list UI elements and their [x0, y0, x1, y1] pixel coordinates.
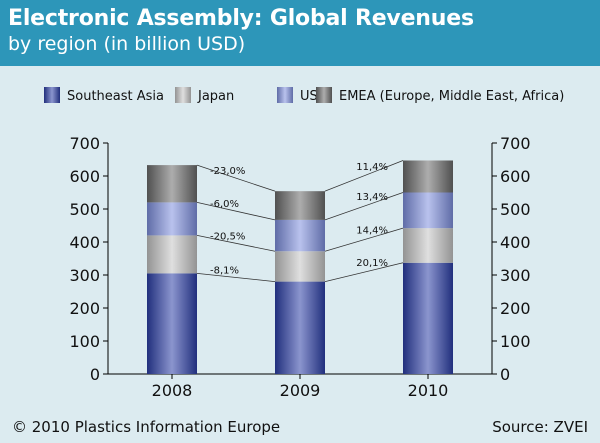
- bar-segment: [147, 273, 197, 374]
- change-label-2009-2010: 20,1%: [356, 258, 388, 269]
- bar-segment: [275, 191, 325, 220]
- legend-swatch: [44, 87, 60, 103]
- legend-swatch: [175, 87, 191, 103]
- change-connector: [196, 202, 276, 221]
- y-tick-label-right: 300: [500, 266, 531, 285]
- y-tick-label-left: 400: [69, 233, 100, 252]
- legend-label: EMEA (Europe, Middle East, Africa): [339, 89, 564, 104]
- bar-segment: [403, 262, 453, 374]
- chart-subtitle: by region (in billion USD): [8, 33, 246, 55]
- change-label-2009-2010: 14,4%: [356, 226, 388, 237]
- legend-label: Japan: [197, 89, 234, 104]
- bar-segment: [403, 228, 453, 263]
- change-label-2008-2009: -6,0%: [210, 199, 239, 210]
- y-tick-label-right: 500: [500, 200, 531, 219]
- change-connector: [324, 160, 404, 192]
- change-label-2008-2009: -23,0%: [210, 166, 245, 177]
- change-label-2008-2009: -8,1%: [210, 265, 239, 276]
- y-tick-label-right: 100: [500, 332, 531, 351]
- change-connector: [196, 164, 276, 192]
- x-tick-label: 2008: [152, 381, 193, 400]
- source-text: Source: ZVEI: [492, 418, 588, 436]
- y-tick-label-right: 700: [500, 134, 531, 153]
- bar-segment: [147, 202, 197, 236]
- bar-segment: [147, 165, 197, 203]
- change-label-2009-2010: 13,4%: [356, 192, 388, 203]
- y-tick-label-left: 300: [69, 266, 100, 285]
- copyright-text: © 2010 Plastics Information Europe: [12, 418, 281, 436]
- legend-swatch: [277, 87, 293, 103]
- y-tick-label-right: 400: [500, 233, 531, 252]
- bar-segment: [275, 219, 325, 252]
- change-label-2009-2010: 11,4%: [356, 162, 388, 173]
- y-tick-label-left: 600: [69, 167, 100, 186]
- y-tick-label-right: 0: [500, 365, 510, 384]
- change-label-2008-2009: -20,5%: [210, 231, 245, 242]
- chart-header: Electronic Assembly: Global Revenues by …: [0, 0, 600, 66]
- y-tick-label-left: 700: [69, 134, 100, 153]
- y-tick-label-right: 600: [500, 167, 531, 186]
- bar-segment: [403, 192, 453, 229]
- change-connector: [324, 262, 404, 282]
- y-tick-label-left: 100: [69, 332, 100, 351]
- bar-segment: [147, 235, 197, 274]
- y-tick-label-left: 0: [90, 365, 100, 384]
- legend-swatch: [316, 87, 332, 103]
- x-tick-label: 2009: [280, 381, 321, 400]
- bar-segment: [403, 160, 453, 193]
- change-connector: [196, 272, 276, 282]
- y-tick-label-left: 500: [69, 200, 100, 219]
- x-tick-label: 2010: [408, 381, 449, 400]
- change-connector: [196, 235, 276, 252]
- y-tick-label-left: 200: [69, 299, 100, 318]
- change-connector: [324, 227, 404, 252]
- change-connector: [324, 192, 404, 221]
- bar-segment: [275, 281, 325, 374]
- chart-title: Electronic Assembly: Global Revenues: [8, 6, 474, 31]
- bar-segment: [275, 251, 325, 282]
- legend-label: Southeast Asia: [67, 89, 164, 104]
- y-tick-label-right: 200: [500, 299, 531, 318]
